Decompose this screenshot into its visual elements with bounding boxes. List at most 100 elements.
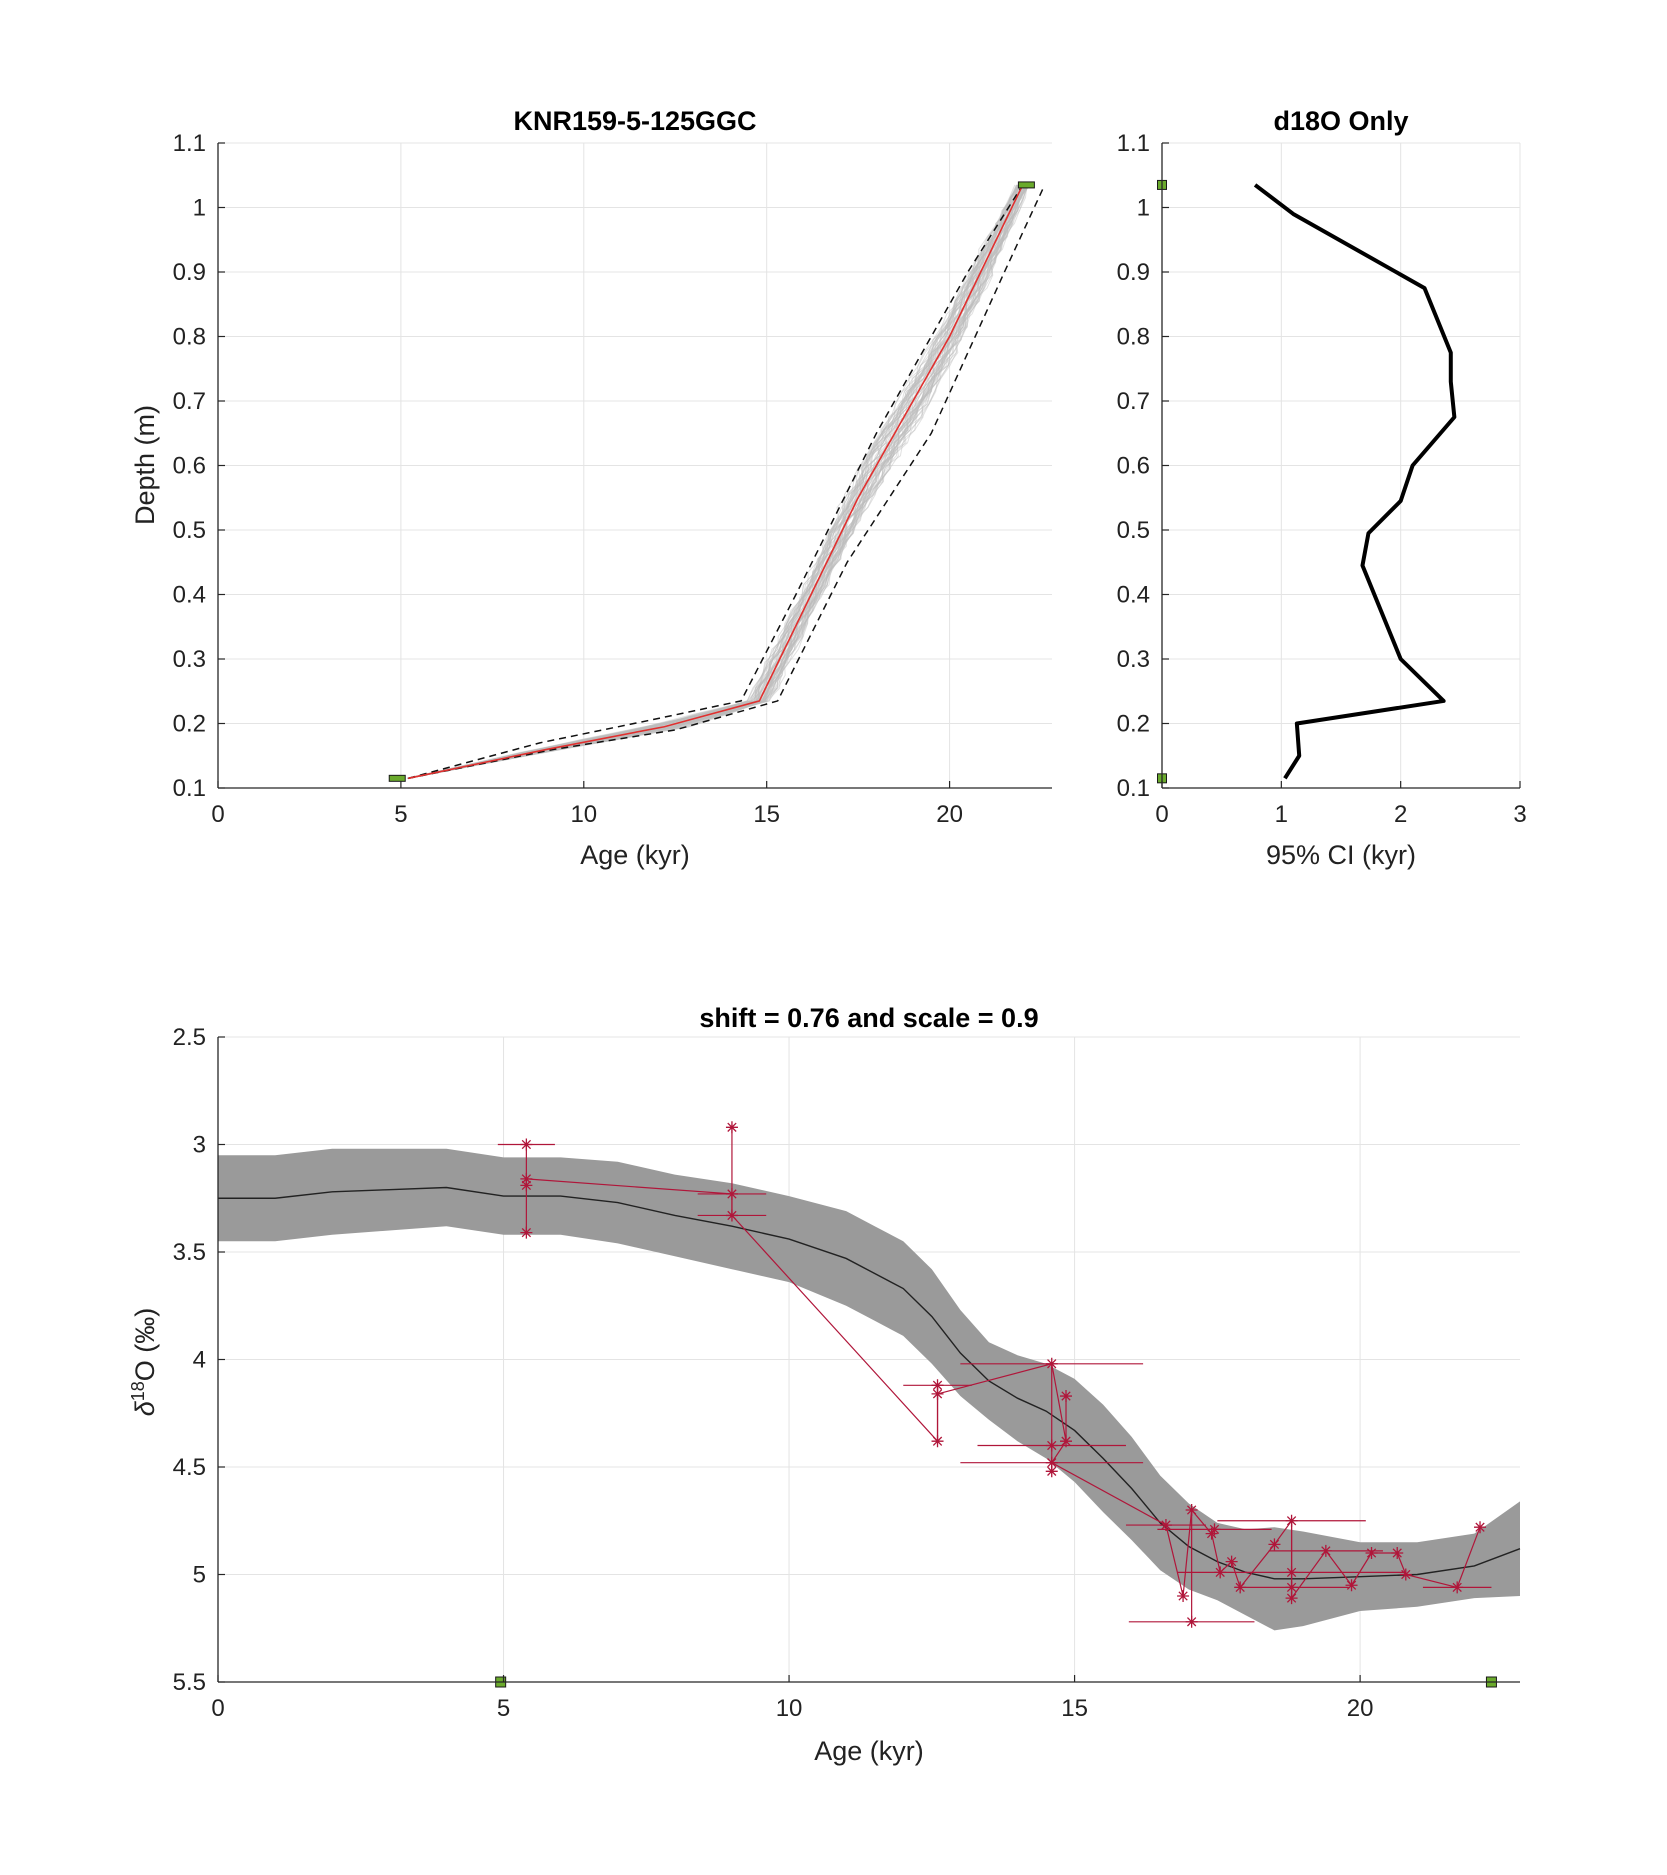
d18o-xtick-label-2: 10 xyxy=(776,1695,803,1722)
d18o-axes: 0 5 10 15 20 2.5 3 3.5 4 4.5 5 5.5 xyxy=(173,1024,1520,1722)
age-depth-xlabel: Age (kyr) xyxy=(580,840,690,870)
age-depth-xtick-label-3: 15 xyxy=(753,801,780,828)
age-depth-realization-7 xyxy=(409,184,1028,779)
age-depth-realization-0 xyxy=(407,184,1016,779)
d18o-ylabel-rest: O (‰) xyxy=(130,1308,160,1382)
age-depth-realization-5 xyxy=(406,184,1021,779)
d18o-sample-point-31 xyxy=(1345,1579,1358,1592)
d18o-sample-point-16 xyxy=(1159,1519,1172,1532)
age-depth-realization-23 xyxy=(408,184,1030,779)
age-depth-ytick-label-4: 0.5 xyxy=(173,517,206,544)
d18o-ytick-label-6: 5.5 xyxy=(173,1669,206,1696)
d18o-uncertainty-band xyxy=(218,1148,1520,1631)
age-depth-realization-12 xyxy=(408,184,1024,779)
ci-width-xtick-label-1: 1 xyxy=(1275,801,1288,828)
age-depth-ensemble xyxy=(406,184,1031,779)
d18o-mean-line xyxy=(218,1186,1521,1580)
d18o-sample-point-15 xyxy=(1060,1435,1073,1448)
d18o-ylabel-delta: δ xyxy=(130,1400,160,1416)
age-depth-realization-43 xyxy=(408,184,1027,779)
d18o-xtick-label-4: 20 xyxy=(1347,1695,1374,1722)
age-depth-realization-51 xyxy=(407,184,1019,779)
age-depth-ci-upper xyxy=(408,184,1046,780)
age-depth-realization-21 xyxy=(407,184,1020,779)
age-depth-realization-27 xyxy=(407,184,1023,779)
d18o-sample-point-33 xyxy=(1391,1547,1404,1559)
d18o-sample-point-9 xyxy=(931,1435,944,1448)
d18o-sample-point-3 xyxy=(520,1226,533,1239)
age-depth-realization-8 xyxy=(407,184,1019,779)
age-depth-ci-lower xyxy=(408,184,1024,780)
d18o-sample-point-1 xyxy=(520,1172,533,1185)
d18o-sample-point-36 xyxy=(1474,1521,1487,1534)
d18o-xtick-label-1: 5 xyxy=(497,1695,510,1722)
ci-width-ytick-label-4: 0.5 xyxy=(1117,517,1150,544)
age-depth-anchors xyxy=(388,181,1035,782)
d18o-sample-point-20 xyxy=(1205,1527,1218,1540)
age-depth-realization-25 xyxy=(409,184,1029,779)
age-depth-realization-56 xyxy=(408,184,1025,779)
ci-width-curve xyxy=(1253,183,1457,780)
d18o-sample-point-7 xyxy=(931,1379,944,1392)
age-depth-realization-13 xyxy=(408,184,1026,779)
d18o-sample-point-13 xyxy=(1045,1465,1058,1478)
ci-width-ytick-label-8: 0.9 xyxy=(1117,259,1150,286)
age-depth-xtick-label-2: 10 xyxy=(570,801,597,828)
ci-width-axes: 0 1 2 3 0.1 0.2 0.3 0.4 0.5 0.6 0.7 0.8 0.9 1 1.1 xyxy=(1117,130,1527,828)
ci-width-ytick-label-9: 1 xyxy=(1137,195,1150,222)
d18o-sample-point-10 xyxy=(1045,1357,1058,1370)
d18o-xlabel: Age (kyr) xyxy=(814,1736,924,1766)
age-depth-realization-38 xyxy=(408,184,1026,779)
d18o-ytick-label-5: 5 xyxy=(193,1562,206,1589)
d18o-sample-point-2 xyxy=(520,1179,533,1192)
d18o-sample-point-26 xyxy=(1285,1514,1298,1527)
age-depth-ytick-label-9: 1 xyxy=(193,195,206,222)
d18o-sample-point-5 xyxy=(725,1187,738,1200)
age-depth-ytick-label-6: 0.7 xyxy=(173,388,206,415)
age-depth-lines xyxy=(408,184,1046,780)
age-depth-realization-30 xyxy=(407,184,1020,779)
d18o-sample-point-8 xyxy=(931,1387,944,1400)
age-depth-realization-45 xyxy=(408,184,1027,779)
d18o-sample-point-19 xyxy=(1185,1615,1198,1628)
d18o-sample-point-12 xyxy=(1045,1456,1058,1469)
age-depth-realization-52 xyxy=(408,184,1025,779)
d18o-sample-point-6 xyxy=(725,1209,738,1222)
age-depth-anchor-0 xyxy=(388,774,406,782)
d18o-sample-point-23 xyxy=(1225,1555,1238,1568)
age-depth-realization-32 xyxy=(409,184,1029,779)
d18o-ytick-label-2: 3.5 xyxy=(173,1239,206,1266)
age-depth-xtick-label-1: 5 xyxy=(394,801,407,828)
age-depth-ytick-label-5: 0.6 xyxy=(173,453,206,480)
age-depth-realization-26 xyxy=(407,184,1022,779)
age-depth-ytick-label-8: 0.9 xyxy=(173,259,206,286)
d18o-sample-point-30 xyxy=(1319,1544,1332,1557)
d18o-sample-point-14 xyxy=(1060,1390,1073,1403)
d18o-sample-point-35 xyxy=(1451,1581,1464,1594)
age-depth-realization-1 xyxy=(408,184,1031,779)
age-depth-ytick-label-10: 1.1 xyxy=(173,130,206,157)
ci-width-ytick-label-2: 0.3 xyxy=(1117,646,1150,673)
d18o-title: shift = 0.76 and scale = 0.9 xyxy=(699,1003,1038,1033)
age-depth-ytick-label-1: 0.2 xyxy=(173,711,206,738)
d18o-ylabel: δ18O (‰) xyxy=(128,1308,160,1417)
age-depth-realization-44 xyxy=(408,184,1029,779)
d18o-band xyxy=(218,1148,1521,1631)
ci-width-ytick-label-5: 0.6 xyxy=(1117,453,1150,480)
age-depth-realization-36 xyxy=(408,184,1030,779)
age-depth-realization-10 xyxy=(409,184,1027,779)
age-depth-realization-40 xyxy=(408,184,1028,779)
d18o-ytick-label-4: 4.5 xyxy=(173,1454,206,1481)
age-depth-panel: 0 5 10 15 200.10.20.30.40.50.60.70.80.911.1 … xyxy=(130,106,1052,870)
d18o-panel: 0 5 10 15 20 2.5 3 3.5 4 4.5 5 5.5 shift = 0.76 and… xyxy=(128,1003,1521,1766)
age-depth-realization-35 xyxy=(408,184,1027,779)
age-depth-realization-20 xyxy=(409,184,1031,779)
age-depth-realization-47 xyxy=(407,184,1018,779)
age-depth-anchor-1 xyxy=(1017,181,1035,189)
age-depth-realization-11 xyxy=(407,184,1017,779)
ci-width-ytick-label-10: 1.1 xyxy=(1117,130,1150,157)
age-depth-realization-15 xyxy=(408,184,1023,779)
ci-width-ytick-label-6: 0.7 xyxy=(1117,388,1150,415)
d18o-ylabel-sup: 18 xyxy=(128,1381,148,1401)
